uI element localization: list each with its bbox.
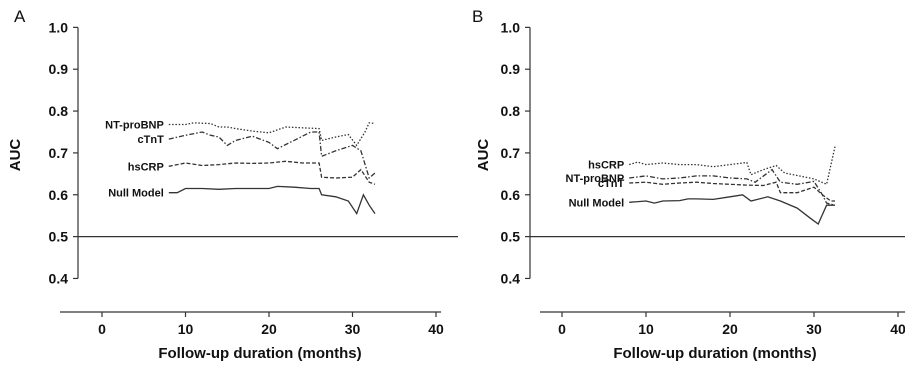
x-axis-title: Follow-up duration (months) — [613, 345, 816, 362]
series-line-hscrp — [168, 160, 376, 185]
x-tick-label: 20 — [261, 321, 277, 337]
y-tick-label: 0.6 — [49, 187, 69, 203]
series-line-nt-probnp — [168, 122, 376, 147]
y-tick-label: 0.8 — [49, 103, 69, 119]
x-tick-label: 40 — [890, 321, 905, 337]
x-tick-label: 10 — [178, 321, 194, 337]
panel-letter: A — [14, 7, 26, 26]
x-tick-label: 10 — [638, 321, 654, 337]
series-label-nt-probnp: NT-proBNP — [566, 173, 625, 185]
y-tick-label: 0.6 — [501, 187, 521, 203]
y-tick-label: 1.0 — [49, 19, 69, 35]
x-axis-title: Follow-up duration (months) — [158, 345, 361, 362]
y-tick-label: 1.0 — [501, 19, 521, 35]
series-label-hscrp: hsCRP — [128, 161, 164, 173]
x-tick-label: 30 — [345, 321, 361, 337]
x-tick-label: 0 — [98, 321, 106, 337]
series-label-ctnt: cTnT — [138, 134, 165, 146]
series-line-hscrp — [629, 146, 836, 186]
series-line-ctnt — [168, 131, 376, 180]
y-tick-label: 0.4 — [49, 270, 69, 286]
y-axis-title: AUC — [7, 139, 24, 172]
y-tick-label: 0.7 — [49, 145, 69, 161]
y-tick-label: 0.4 — [501, 270, 521, 286]
series-line-ctnt — [629, 181, 835, 202]
series-label-null-model: Null Model — [569, 197, 625, 209]
x-tick-label: 20 — [722, 321, 738, 337]
x-tick-label: 0 — [558, 321, 566, 337]
series-label-null-model: Null Model — [108, 188, 164, 200]
series-line-null-model — [168, 185, 376, 216]
y-tick-label: 0.8 — [501, 103, 521, 119]
chart-panel-a: 0.4 0.5 0.6 0.7 0.8 0.9 1.0 0 10 20 30 40 NT-proBNP c… — [7, 7, 458, 362]
series-line-null-model — [629, 194, 835, 226]
x-tick-label: 40 — [428, 321, 444, 337]
panel-letter: B — [472, 7, 483, 26]
y-tick-label: 0.7 — [501, 145, 521, 161]
series-label-ctnt: cTnT — [598, 178, 625, 190]
series-label-hscrp: hsCRP — [588, 160, 624, 172]
chart-panel-b: 0.4 0.5 0.6 0.7 0.8 0.9 1.0 0 10 20 30 40 hsCRPNT-pr… — [472, 7, 905, 362]
y-tick-label: 0.9 — [501, 61, 521, 77]
y-axis-title: AUC — [475, 139, 492, 172]
x-tick-label: 30 — [806, 321, 822, 337]
y-tick-label: 0.5 — [49, 229, 69, 245]
y-tick-label: 0.9 — [49, 61, 69, 77]
series-line-nt-probnp — [629, 168, 836, 206]
y-tick-label: 0.5 — [501, 229, 521, 245]
series-label-nt-probnp: NT-proBNP — [105, 119, 164, 131]
